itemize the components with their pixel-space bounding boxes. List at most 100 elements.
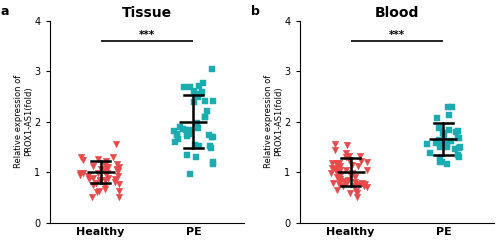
Point [451,147,459,151]
Point [206,144,214,148]
Point [104,165,112,168]
Point [333,175,341,179]
Point [198,90,205,94]
Point [208,99,216,103]
Point [328,165,336,169]
Point [114,174,122,178]
Point [97,167,105,171]
Point [185,132,193,136]
Point [101,170,109,174]
Point [90,183,98,187]
Point [200,99,208,103]
Point [78,155,86,159]
Point [456,145,464,148]
Point [171,140,179,144]
Point [332,188,340,192]
Point [93,190,101,194]
Point [443,143,451,147]
Point [426,151,434,155]
Point [101,187,109,191]
Point [174,137,182,141]
Point [332,169,340,173]
Point [444,128,452,132]
Point [173,132,181,136]
Point [102,163,110,167]
Point [331,142,339,146]
Point [195,85,203,88]
Point [203,109,211,113]
Point [100,178,108,182]
Point [454,136,462,140]
Point [436,156,444,160]
Point [342,155,349,159]
Point [444,113,452,116]
Point [100,178,108,182]
Point [344,158,352,162]
Point [352,189,360,193]
Point [205,133,213,137]
Point [101,170,109,174]
Point [344,143,351,147]
Point [89,176,97,180]
Point [190,100,198,104]
Point [342,151,349,155]
Point [192,155,200,159]
Point [362,182,370,186]
Point [344,178,352,182]
Point [329,181,337,185]
Title: Blood: Blood [375,6,419,19]
Y-axis label: Relative expression of
PROX1-AS1(fold): Relative expression of PROX1-AS1(fold) [14,75,33,168]
Point [194,92,202,96]
Point [447,139,455,143]
Point [439,131,447,135]
Point [206,146,214,150]
Point [95,189,103,193]
Point [436,160,444,164]
Point [112,162,120,166]
Point [100,184,108,188]
Point [102,159,110,163]
Point [183,134,191,138]
Point [358,181,366,185]
Point [355,182,363,186]
Point [102,169,110,173]
Point [351,184,359,188]
Point [115,165,123,169]
Point [353,195,361,199]
Point [353,191,361,195]
Point [342,182,350,186]
Point [438,160,446,164]
Point [456,156,464,159]
Point [348,163,356,167]
Point [354,164,362,167]
Y-axis label: Relative expression of
PROX1-AS1(fold): Relative expression of PROX1-AS1(fold) [264,75,283,168]
Point [200,81,207,85]
Point [336,181,344,184]
Point [432,141,440,145]
Point [180,86,188,89]
Point [444,162,452,166]
Point [115,195,123,199]
Point [112,180,120,184]
Point [208,135,216,139]
Text: a: a [1,5,10,17]
Point [194,126,202,130]
Point [195,144,203,148]
Point [436,145,444,149]
Point [193,121,201,125]
Point [176,125,184,129]
Text: ***: *** [389,30,405,40]
Title: Tissue: Tissue [122,6,172,19]
Point [454,129,462,133]
Point [109,155,117,159]
Point [170,129,177,133]
Point [208,161,216,165]
Point [84,177,92,181]
Point [336,161,344,165]
Point [88,195,96,199]
Point [328,161,336,165]
Point [84,174,92,178]
Point [96,178,104,182]
Point [116,189,124,193]
Point [444,105,452,109]
